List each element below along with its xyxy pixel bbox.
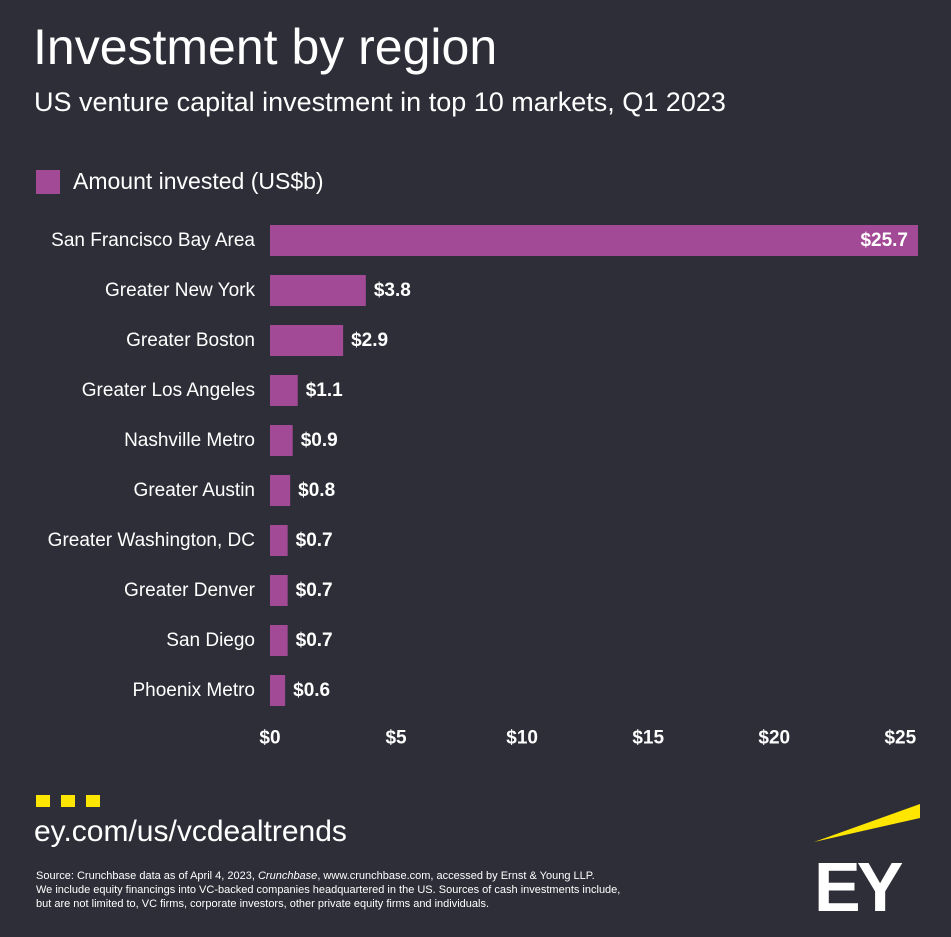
website-link[interactable]: ey.com/us/vcdealtrends <box>34 815 347 848</box>
source-suffix: , www.crunchbase.com, accessed by Ernst … <box>317 870 595 882</box>
logo-text: EY <box>814 848 903 915</box>
data-label: $0.6 <box>293 680 330 701</box>
x-tick-label: $15 <box>632 728 664 749</box>
ey-logo: EY <box>814 804 920 915</box>
category-label: San Diego <box>166 630 255 651</box>
category-label: Greater Los Angeles <box>82 380 255 401</box>
x-tick-label: $0 <box>259 728 280 749</box>
data-label: $25.7 <box>860 230 908 251</box>
bar <box>270 675 286 706</box>
source-line: Source: Crunchbase data as of April 4, 2… <box>36 869 736 883</box>
category-label: Nashville Metro <box>124 430 255 451</box>
legend-swatch <box>36 169 60 194</box>
bar <box>270 375 298 406</box>
bar <box>270 625 288 656</box>
legend-label: Amount invested (US$b) <box>73 168 324 194</box>
x-tick-label: $25 <box>884 728 916 749</box>
data-label: $3.8 <box>374 280 411 301</box>
data-label: $0.7 <box>296 630 333 651</box>
source-prefix: Source: Crunchbase data as of April 4, 2… <box>36 870 255 882</box>
page-title: Investment by region <box>33 19 498 75</box>
category-label: San Francisco Bay Area <box>51 230 255 251</box>
category-label: Greater Denver <box>124 580 256 601</box>
data-label: $0.7 <box>296 530 333 551</box>
category-label: Greater Washington, DC <box>48 530 255 551</box>
category-label: Phoenix Metro <box>132 680 255 701</box>
data-label: $1.1 <box>306 380 343 401</box>
x-tick-label: $5 <box>385 728 407 749</box>
x-tick-label: $20 <box>758 728 790 749</box>
three-yellow-squares-icon <box>36 795 100 807</box>
note-line-2: but are not limited to, VC firms, corpor… <box>36 898 490 910</box>
category-label: Greater Boston <box>126 330 255 351</box>
source-italic: Crunchbase <box>257 870 318 882</box>
dot-icon <box>36 795 50 807</box>
bar <box>270 475 291 506</box>
bar <box>270 275 366 306</box>
bar <box>270 425 293 456</box>
bar <box>270 575 288 606</box>
beam-icon <box>814 804 920 842</box>
bar <box>270 525 288 556</box>
category-label: Greater Austin <box>134 480 255 501</box>
bar-chart: San Francisco Bay Area $25.7 Greater New Y… <box>48 225 918 749</box>
bar <box>270 225 918 256</box>
data-label: $0.8 <box>298 480 335 501</box>
data-label: $0.9 <box>301 430 338 451</box>
x-tick-label: $10 <box>506 728 538 749</box>
chart-legend: Amount invested (US$b) <box>36 168 324 195</box>
bar <box>270 325 344 356</box>
data-label: $2.9 <box>351 330 388 351</box>
data-label: $0.7 <box>296 580 333 601</box>
source-footnote: Source: Crunchbase data as of April 4, 2… <box>36 869 736 911</box>
category-label: Greater New York <box>105 280 255 301</box>
dot-icon <box>61 795 75 807</box>
dot-icon <box>86 795 100 807</box>
note-line-1: We include equity financings into VC-bac… <box>36 884 621 896</box>
page-subtitle: US venture capital investment in top 10 … <box>34 87 726 117</box>
